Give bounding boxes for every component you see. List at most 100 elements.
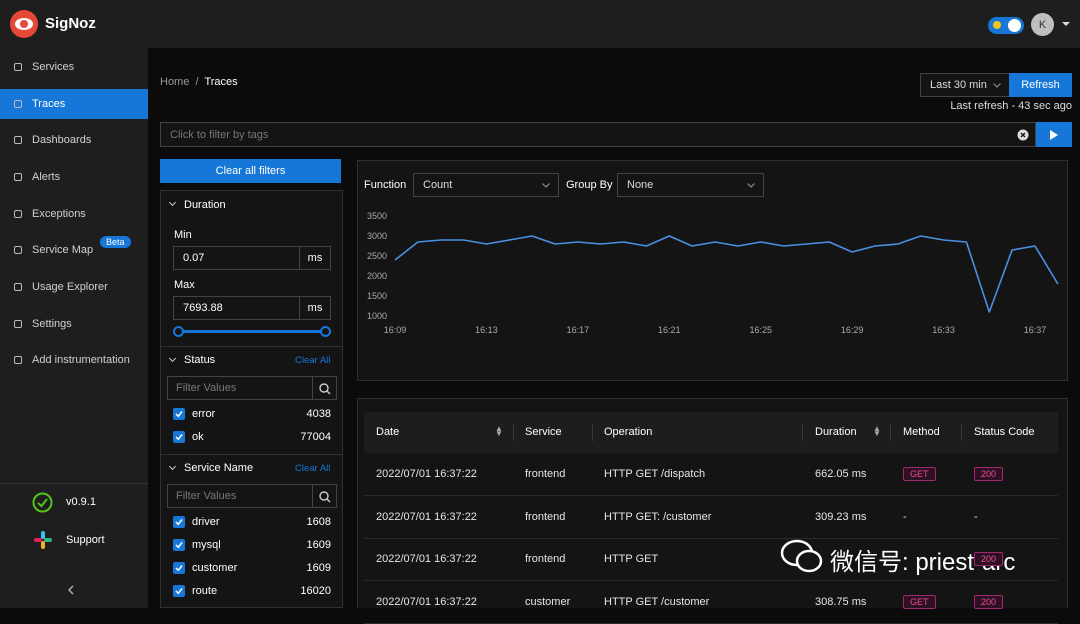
- table-row[interactable]: [364, 496, 1058, 539]
- table-row[interactable]: [364, 538, 1058, 581]
- checkbox[interactable]: [173, 539, 185, 551]
- cell: HTTP GET /dispatch: [604, 468, 706, 480]
- option-name: route: [192, 585, 218, 597]
- slider-handle[interactable]: [173, 326, 184, 337]
- group-by-select[interactable]: None: [617, 173, 764, 197]
- section-title: Duration: [184, 199, 226, 211]
- sidebar: [0, 48, 148, 608]
- theme-toggle[interactable]: [988, 17, 1024, 34]
- nav-item[interactable]: Traces: [32, 98, 66, 110]
- version-icon: [32, 492, 53, 513]
- function-value: Count: [423, 179, 453, 191]
- nav-item[interactable]: Service Map: [32, 244, 94, 256]
- version: v0.9.1: [66, 496, 96, 508]
- cell: HTTP GET /customer: [604, 595, 710, 608]
- column-separator: [802, 424, 803, 441]
- option-name: error: [192, 408, 216, 420]
- sort-icon[interactable]: ▲ ▼: [495, 424, 503, 438]
- checkbox[interactable]: [173, 585, 185, 597]
- option-count: 1609: [306, 539, 331, 551]
- column-separator: [961, 424, 962, 441]
- tag-filter[interactable]: Click to filter by tags: [160, 122, 1036, 147]
- option-count: 4038: [306, 408, 331, 420]
- checkbox[interactable]: [173, 562, 185, 574]
- divider: [0, 483, 148, 484]
- breadcrumb: Home / Traces: [160, 76, 238, 88]
- checkbox[interactable]: [173, 431, 185, 443]
- x-tick-label: 16:17: [567, 325, 590, 335]
- y-tick-label: 3000: [367, 231, 387, 241]
- nav-item[interactable]: Add instrumentation: [32, 354, 130, 366]
- badge: 200: [974, 594, 1004, 609]
- nav-icon: [14, 283, 22, 291]
- crumb[interactable]: Home: [160, 76, 190, 88]
- cell: 308.75 ms: [815, 595, 867, 608]
- column-header: Status Code: [974, 426, 1035, 438]
- cell: HTTP GET: /customer: [604, 510, 712, 523]
- clear-all[interactable]: Clear All: [295, 463, 331, 474]
- cell: 2022/07/01 16:37:22: [376, 553, 477, 565]
- x-tick-label: 16:25: [749, 325, 772, 335]
- nav-item[interactable]: Usage Explorer: [32, 281, 108, 293]
- collapse[interactable]: [67, 585, 75, 595]
- nav-item[interactable]: Exceptions: [32, 208, 86, 220]
- sidebar-selected: [0, 89, 148, 119]
- clear-filters[interactable]: Clear all filters: [160, 159, 341, 183]
- badge: GET: [903, 467, 936, 481]
- max-input[interactable]: 7693.88: [173, 296, 300, 320]
- nav-icon: [14, 63, 22, 71]
- cell: 2022/07/01 16:37:22: [376, 510, 477, 523]
- section-title: Status: [184, 354, 216, 366]
- refresh-button[interactable]: Refresh: [1009, 73, 1072, 97]
- column-header: Duration: [815, 426, 857, 438]
- avatar[interactable]: K: [1031, 13, 1054, 36]
- filter-input[interactable]: Filter Values: [167, 484, 313, 508]
- sort-icon[interactable]: ▲ ▼: [873, 424, 881, 438]
- table-row[interactable]: [364, 453, 1058, 496]
- cell: 309.23 ms: [815, 510, 867, 523]
- nav-item[interactable]: Alerts: [32, 171, 61, 183]
- time-range[interactable]: Last 30 min: [920, 73, 1010, 97]
- column-separator: [592, 424, 593, 441]
- option-count: 1609: [306, 562, 331, 574]
- search-button[interactable]: [312, 484, 337, 508]
- nav-item[interactable]: Services: [32, 61, 75, 73]
- option-name: mysql: [192, 539, 221, 551]
- cell: 2022/07/01 16:37:22: [376, 468, 477, 480]
- option-name: customer: [192, 562, 238, 574]
- clear-all[interactable]: Clear All: [295, 355, 331, 366]
- divider: [161, 454, 342, 455]
- avatar-caret: [1062, 22, 1070, 26]
- cell: HTTP GET: [604, 553, 659, 565]
- cell: frontend: [525, 553, 566, 565]
- checkbox[interactable]: [173, 408, 185, 420]
- column-header: Operation: [604, 426, 653, 438]
- support[interactable]: Support: [66, 534, 105, 546]
- nav-item[interactable]: Dashboards: [32, 134, 92, 146]
- x-tick-label: 16:13: [475, 325, 498, 335]
- checkbox[interactable]: [173, 516, 185, 528]
- option-count: 16020: [300, 585, 331, 597]
- filter-input[interactable]: Filter Values: [167, 376, 313, 400]
- cell: frontend: [525, 510, 566, 523]
- nav-item[interactable]: Settings: [32, 318, 72, 330]
- x-tick-label: 16:21: [658, 325, 681, 335]
- column-header: Date: [376, 426, 400, 438]
- x-tick-label: 16:37: [1024, 325, 1047, 335]
- run-button[interactable]: [1036, 122, 1072, 147]
- function-select[interactable]: Count: [413, 173, 559, 197]
- option-name: ok: [192, 431, 204, 443]
- last-refresh: Last refresh - 43 sec ago: [950, 100, 1072, 112]
- min-input[interactable]: 0.07: [173, 246, 300, 270]
- nav-icon: [14, 246, 22, 254]
- slider-handle[interactable]: [320, 326, 331, 337]
- time-range-label: Last 30 min: [930, 79, 987, 91]
- nav-icon: [14, 356, 22, 364]
- cell: -: [903, 510, 907, 523]
- unit: ms: [299, 296, 331, 320]
- section-title: Service Name: [184, 462, 254, 474]
- placeholder: Click to filter by tags: [170, 128, 269, 141]
- search-button[interactable]: [312, 376, 337, 400]
- nav-icon: [14, 210, 22, 218]
